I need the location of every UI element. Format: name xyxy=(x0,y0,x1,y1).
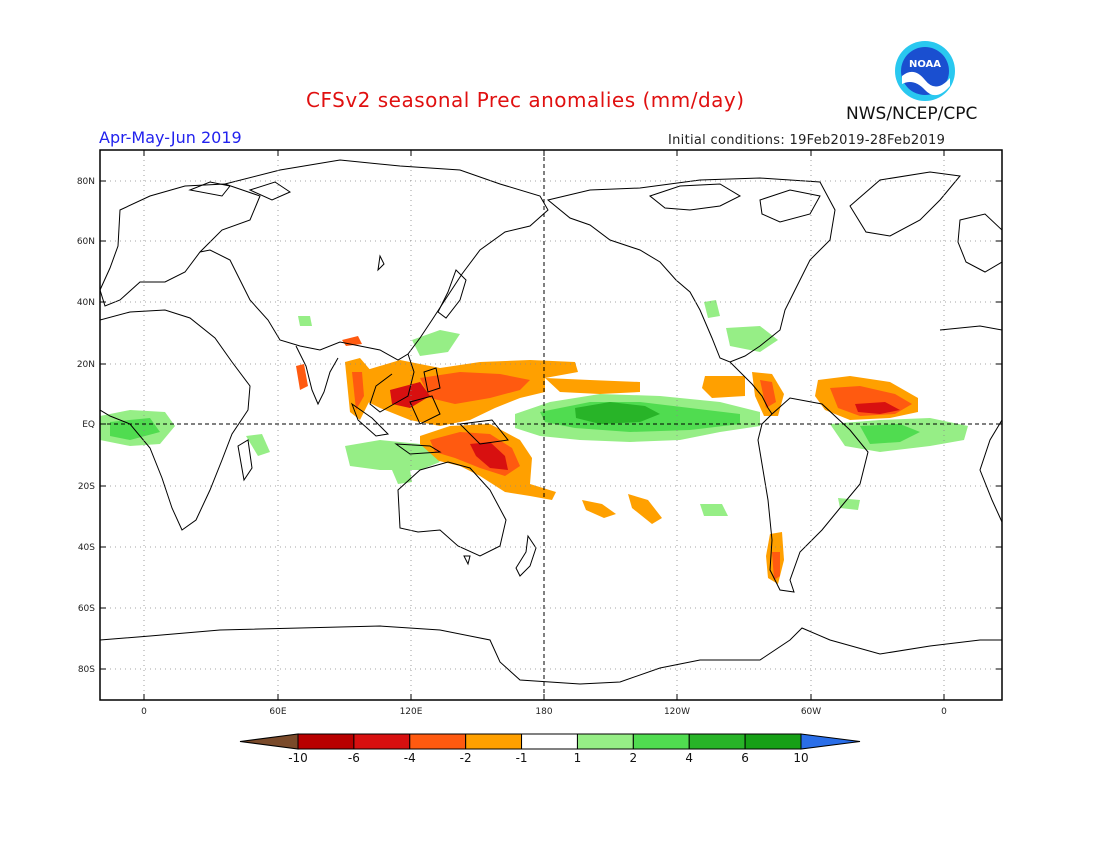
noaa-logo: NOAA xyxy=(895,41,955,101)
latitude-axis: 80N 60N 40N 20N EQ 20S 40S 60S 80S xyxy=(77,177,1002,675)
coastlines xyxy=(100,159,1002,685)
colorbar-swatch xyxy=(688,733,746,750)
colorbar-label: -1 xyxy=(516,751,528,765)
organization-label: NWS/NCEP/CPC xyxy=(846,104,978,124)
lat-tick-label: 40S xyxy=(78,543,95,553)
wet-anomaly-central-pacific xyxy=(515,394,760,442)
lon-tick-label: 60E xyxy=(269,707,286,717)
dry-anomaly-southwest-pacific xyxy=(420,424,662,524)
colorbar-extend-low xyxy=(239,733,299,750)
colorbar: -10 -6 -4 -2 -1 1 2 4 6 10 xyxy=(239,733,861,765)
colorbar-label: 10 xyxy=(793,751,808,765)
colorbar-label: -6 xyxy=(348,751,360,765)
lat-tick-label: 60N xyxy=(77,237,95,247)
noaa-logo-text: NOAA xyxy=(909,59,941,70)
colorbar-label: 2 xyxy=(630,751,638,765)
lon-tick-label: 0 xyxy=(941,707,947,717)
colorbar-swatch xyxy=(521,733,578,750)
colorbar-swatch xyxy=(353,733,411,750)
lat-tick-label: 40N xyxy=(77,298,95,308)
lon-tick-label: 60W xyxy=(801,707,821,717)
wet-anomaly-equatorial-bands xyxy=(100,300,968,516)
colorbar-label: -2 xyxy=(460,751,472,765)
map-frame xyxy=(99,149,1003,701)
colorbar-extend-high xyxy=(800,733,861,750)
dry-anomaly-western-pacific xyxy=(296,336,640,426)
map-title: CFSv2 seasonal Prec anomalies (mm/day) xyxy=(306,88,745,112)
lat-tick-label: 60S xyxy=(78,604,95,614)
initial-conditions-label: Initial conditions: 19Feb2019-28Feb2019 xyxy=(668,133,946,148)
lon-tick-label: 120W xyxy=(664,707,690,717)
lat-tick-label: 80S xyxy=(78,665,95,675)
colorbar-swatch xyxy=(632,733,690,750)
lon-tick-label: 0 xyxy=(141,707,147,717)
dotted-gridlines xyxy=(100,150,1002,700)
season-label: Apr-May-Jun 2019 xyxy=(99,128,242,147)
colorbar-label: 1 xyxy=(574,751,582,765)
colorbar-label: -10 xyxy=(288,751,308,765)
lon-tick-label: 120E xyxy=(400,707,423,717)
colorbar-swatch xyxy=(576,733,634,750)
longitude-axis: 0 60E 120E 180 120W 60W 0 xyxy=(141,150,947,717)
lat-tick-label: 20N xyxy=(77,360,95,370)
colorbar-label: 4 xyxy=(685,751,693,765)
colorbar-swatch xyxy=(744,733,802,750)
lon-tick-label: 180 xyxy=(535,707,552,717)
colorbar-swatch xyxy=(297,733,355,750)
colorbar-label: 6 xyxy=(741,751,749,765)
lat-tick-label: 80N xyxy=(77,177,95,187)
colorbar-swatch xyxy=(409,733,467,750)
colorbar-label: -4 xyxy=(404,751,416,765)
dry-anomaly-atlantic xyxy=(702,372,918,584)
lat-tick-label: 20S xyxy=(78,482,95,492)
lat-tick-label: EQ xyxy=(82,420,95,430)
colorbar-swatch xyxy=(465,733,523,750)
